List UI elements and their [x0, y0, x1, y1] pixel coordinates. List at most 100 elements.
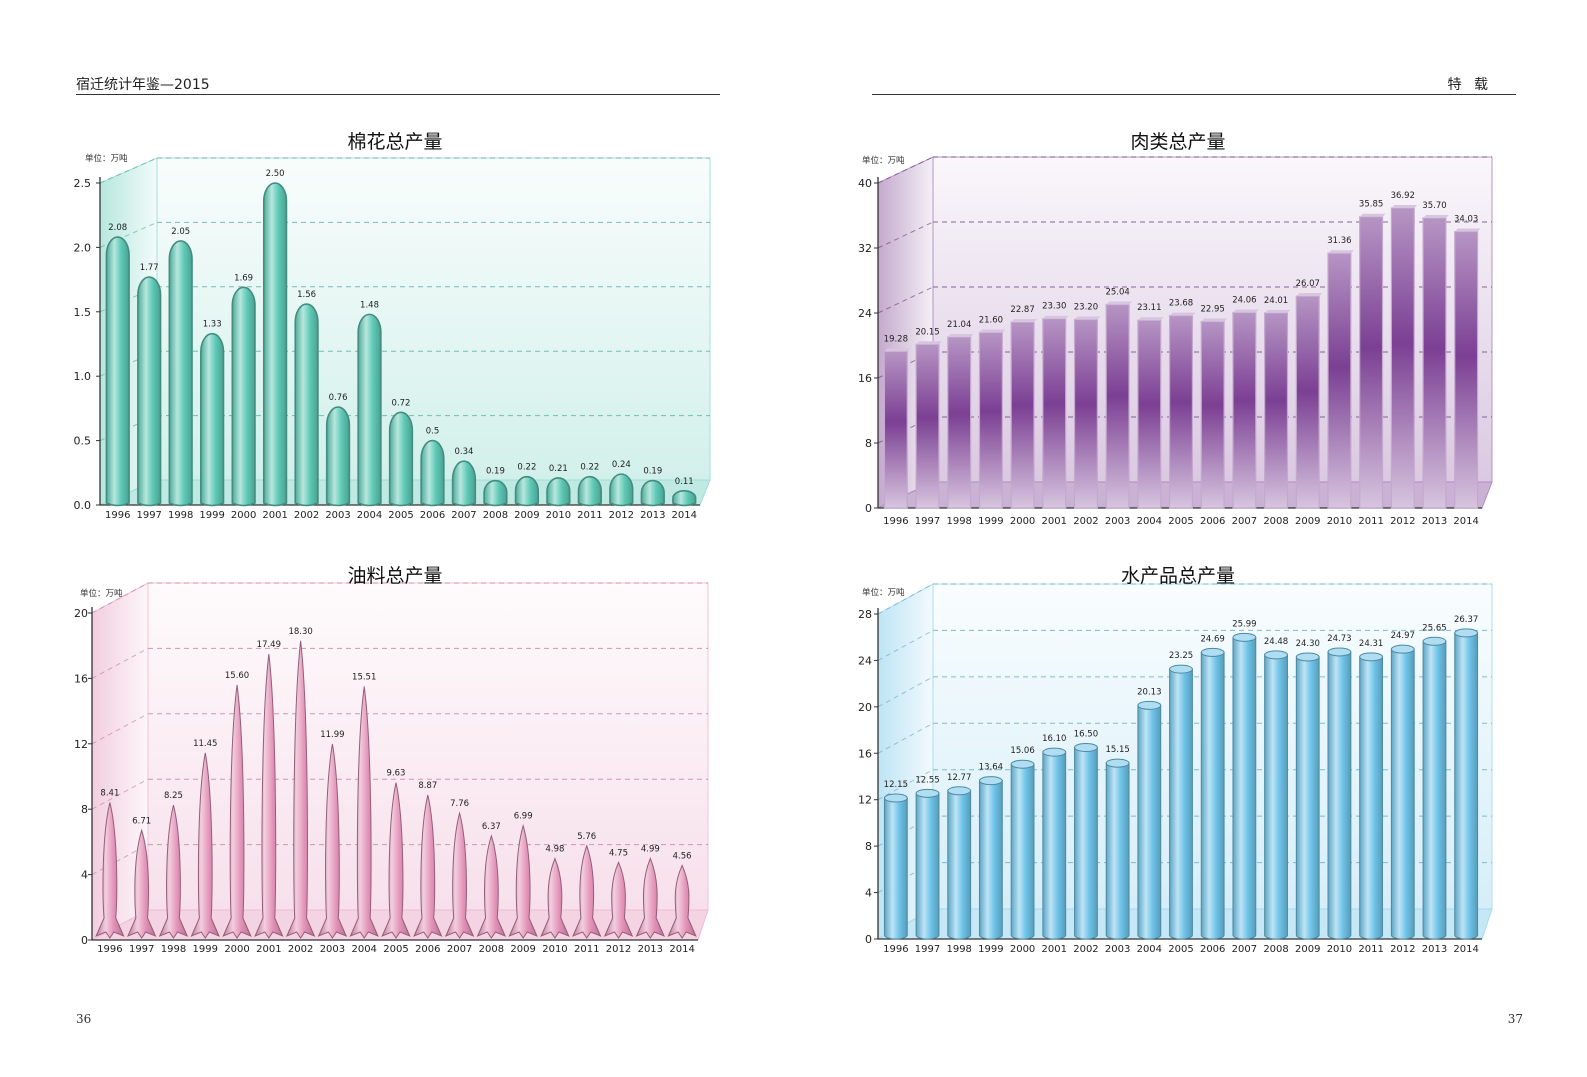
bar-cap: [915, 788, 940, 798]
x-tick-label: 2006: [415, 944, 440, 955]
value-label: 1.48: [360, 300, 379, 310]
y-tick-label: 4: [865, 887, 872, 900]
value-label: 15.15: [1105, 745, 1129, 755]
bar: [672, 490, 697, 507]
x-tick-label: 2012: [1390, 516, 1415, 527]
value-label: 0.22: [580, 463, 599, 473]
bar: [508, 823, 538, 939]
bar: [978, 780, 1003, 940]
value-label: 11.99: [320, 730, 344, 740]
bar: [1042, 318, 1067, 509]
value-label: 4.75: [609, 848, 628, 858]
value-label: 4.99: [641, 844, 660, 854]
y-tick-label: 2.0: [74, 241, 92, 254]
y-tick-label: 0: [865, 933, 872, 946]
y-tick-label: 16: [858, 747, 872, 760]
bar: [349, 686, 379, 939]
unit-label: 单位：万吨: [85, 153, 128, 164]
bar-cap: [1359, 652, 1384, 662]
bar: [420, 439, 445, 507]
bar: [947, 336, 972, 509]
x-tick-label: 2001: [262, 510, 287, 521]
x-tick-label: 2000: [231, 510, 256, 521]
value-label: 34.03: [1454, 215, 1478, 225]
bar-cap: [1232, 632, 1257, 642]
bar: [126, 828, 157, 939]
x-tick-label: 1996: [883, 516, 908, 527]
gridline-depth: [877, 722, 934, 754]
value-label: 1.69: [234, 273, 253, 283]
value-label: 25.04: [1105, 288, 1129, 298]
bar-top: [1232, 309, 1259, 313]
bar: [1137, 319, 1162, 509]
value-label: 23.30: [1042, 302, 1066, 312]
unit-label: 单位：万吨: [80, 588, 123, 599]
bar: [483, 479, 508, 507]
bar-cap: [1010, 759, 1035, 769]
value-label: 1.56: [297, 290, 316, 300]
bar: [1390, 207, 1415, 509]
value-label: 0.19: [643, 467, 662, 477]
bar-top: [1106, 301, 1133, 305]
value-label: 6.99: [514, 812, 533, 822]
value-label: 0.11: [675, 477, 694, 487]
y-tick-label: 24: [858, 654, 872, 667]
bar: [1168, 315, 1194, 509]
bar: [381, 782, 411, 939]
bar: [635, 857, 666, 939]
value-label: 24.06: [1232, 296, 1256, 306]
bar: [200, 332, 225, 507]
bar: [444, 811, 475, 939]
gridline-depth: [877, 156, 934, 184]
bar: [1359, 656, 1384, 940]
value-label: 35.85: [1359, 200, 1383, 210]
x-tick-label: 2002: [1073, 944, 1098, 955]
bar-cap: [1074, 742, 1098, 752]
value-label: 18.30: [288, 627, 312, 637]
value-label: 12.55: [915, 775, 939, 785]
bar: [1105, 303, 1130, 509]
x-tick-label: 1996: [105, 510, 130, 521]
header-rule-right: [872, 94, 1516, 95]
bar: [254, 653, 284, 939]
x-tick-label: 2014: [669, 944, 694, 955]
bar-cap: [1422, 636, 1447, 646]
value-label: 0.72: [392, 398, 411, 408]
x-tick-label: 2011: [1358, 944, 1383, 955]
x-tick-label: 2013: [1422, 944, 1447, 955]
x-tick-label: 2002: [294, 510, 319, 521]
value-label: 25.65: [1422, 623, 1446, 633]
value-label: 25.99: [1232, 619, 1256, 629]
x-tick-label: 2001: [1042, 516, 1067, 527]
x-tick-label: 2010: [1327, 944, 1352, 955]
gridline-depth: [91, 778, 149, 810]
y-tick-label: 12: [858, 794, 872, 807]
y-tick-label: 0: [865, 502, 872, 515]
value-label: 0.34: [454, 447, 473, 457]
x-tick-label: 2010: [542, 944, 567, 955]
value-label: 17.49: [257, 640, 281, 650]
x-tick-label: 2000: [1010, 516, 1035, 527]
bar: [1390, 648, 1415, 940]
value-label: 11.45: [193, 739, 217, 749]
bar: [546, 477, 571, 507]
x-tick-label: 2003: [320, 944, 345, 955]
bar-top: [1296, 293, 1323, 297]
x-tick-label: 1999: [199, 510, 224, 521]
bar: [609, 473, 634, 507]
bar-cap: [1169, 664, 1193, 674]
x-tick-label: 2000: [1010, 944, 1035, 955]
x-tick-label: 2013: [638, 944, 663, 955]
x-tick-label: 2007: [451, 510, 476, 521]
bar: [978, 331, 1003, 509]
x-tick-label: 1999: [978, 944, 1003, 955]
bar: [1169, 668, 1193, 940]
x-tick-label: 2009: [1295, 944, 1320, 955]
bar: [168, 240, 193, 507]
x-tick-label: 2012: [1390, 944, 1415, 955]
x-tick-label: 1999: [978, 516, 1003, 527]
chart-title: 棉花总产量: [347, 131, 442, 153]
value-label: 36.92: [1391, 191, 1415, 201]
bar: [1359, 216, 1384, 509]
bar: [317, 743, 348, 939]
